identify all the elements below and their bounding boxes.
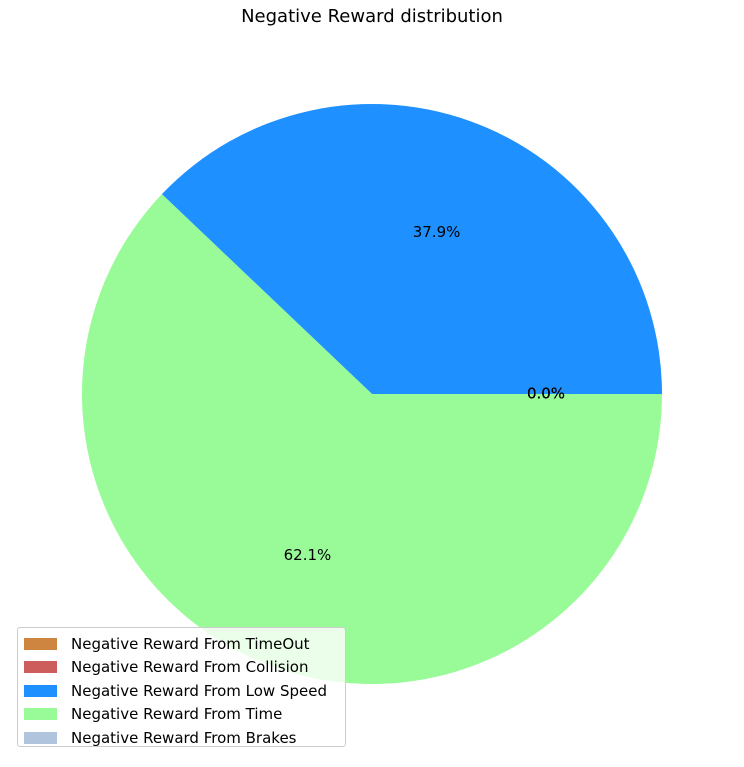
legend-item-negative-reward-from-low-speed: Negative Reward From Low Speed bbox=[24, 679, 345, 703]
legend-item-negative-reward-from-brakes: Negative Reward From Brakes bbox=[24, 726, 345, 750]
legend-label: Negative Reward From Low Speed bbox=[71, 681, 327, 700]
pie-label-negative-reward-from-brakes: 0.0% bbox=[527, 385, 565, 403]
legend-item-negative-reward-from-collision: Negative Reward From Collision bbox=[24, 656, 345, 680]
pie-label-negative-reward-from-time: 62.1% bbox=[284, 546, 332, 564]
legend-label: Negative Reward From Brakes bbox=[71, 728, 297, 747]
pie-slice-negative-reward-from-time bbox=[82, 194, 663, 685]
pie-percent-labels: 0.0%0.0%37.9%62.1%0.0% bbox=[284, 223, 565, 564]
legend-label: Negative Reward From Collision bbox=[71, 658, 309, 677]
legend-label: Negative Reward From TimeOut bbox=[71, 634, 310, 653]
pie-label-negative-reward-from-timeout: 0.0% bbox=[527, 385, 565, 403]
chart-title: Negative Reward distribution bbox=[241, 6, 503, 27]
pie-slice-negative-reward-from-low-speed bbox=[161, 103, 662, 394]
legend-item-negative-reward-from-timeout: Negative Reward From TimeOut bbox=[24, 632, 345, 656]
legend-swatch bbox=[24, 637, 57, 650]
legend-swatch bbox=[24, 708, 57, 721]
pie-slices bbox=[82, 103, 663, 685]
legend: Negative Reward From TimeOut Negative Rew… bbox=[17, 627, 346, 747]
legend-swatch bbox=[24, 684, 57, 697]
legend-swatch bbox=[24, 731, 57, 744]
legend-swatch bbox=[24, 661, 57, 674]
legend-label: Negative Reward From Time bbox=[71, 705, 283, 724]
legend-item-negative-reward-from-time: Negative Reward From Time bbox=[24, 703, 345, 727]
pie-label-negative-reward-from-low-speed: 37.9% bbox=[413, 223, 461, 241]
pie-label-negative-reward-from-collision: 0.0% bbox=[527, 385, 565, 403]
